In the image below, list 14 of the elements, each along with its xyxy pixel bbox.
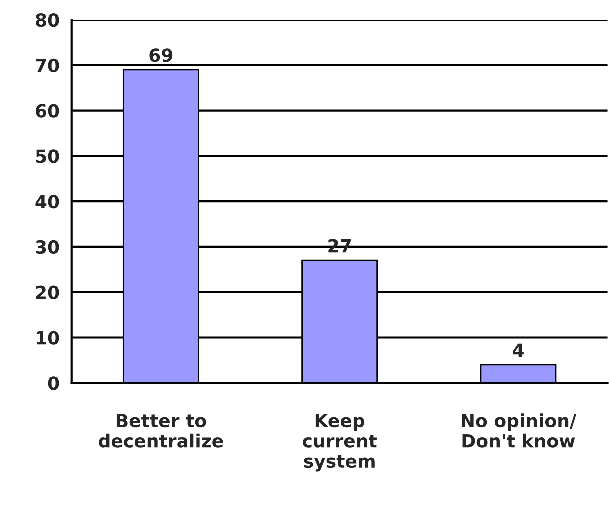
y-tick-label: 70	[36, 58, 60, 73]
y-tick-label: 0	[48, 376, 60, 390]
y-tick-label: 80	[36, 13, 60, 28]
y-tick-label: 40	[36, 195, 60, 209]
y-tick-label: 10	[36, 331, 60, 345]
data-label: 69	[150, 48, 173, 62]
y-tick-label: 20	[36, 286, 60, 300]
y-tick-label: 60	[36, 104, 60, 118]
y-tick-label: 30	[36, 240, 60, 254]
x-tick-label: Keep current system	[303, 414, 377, 472]
y-tick-label: 50	[36, 150, 60, 164]
data-label: 4	[512, 344, 524, 358]
x-tick-label: No opinion/ Don't know	[462, 414, 577, 448]
x-tick-label: Better to decentralize	[99, 414, 224, 448]
